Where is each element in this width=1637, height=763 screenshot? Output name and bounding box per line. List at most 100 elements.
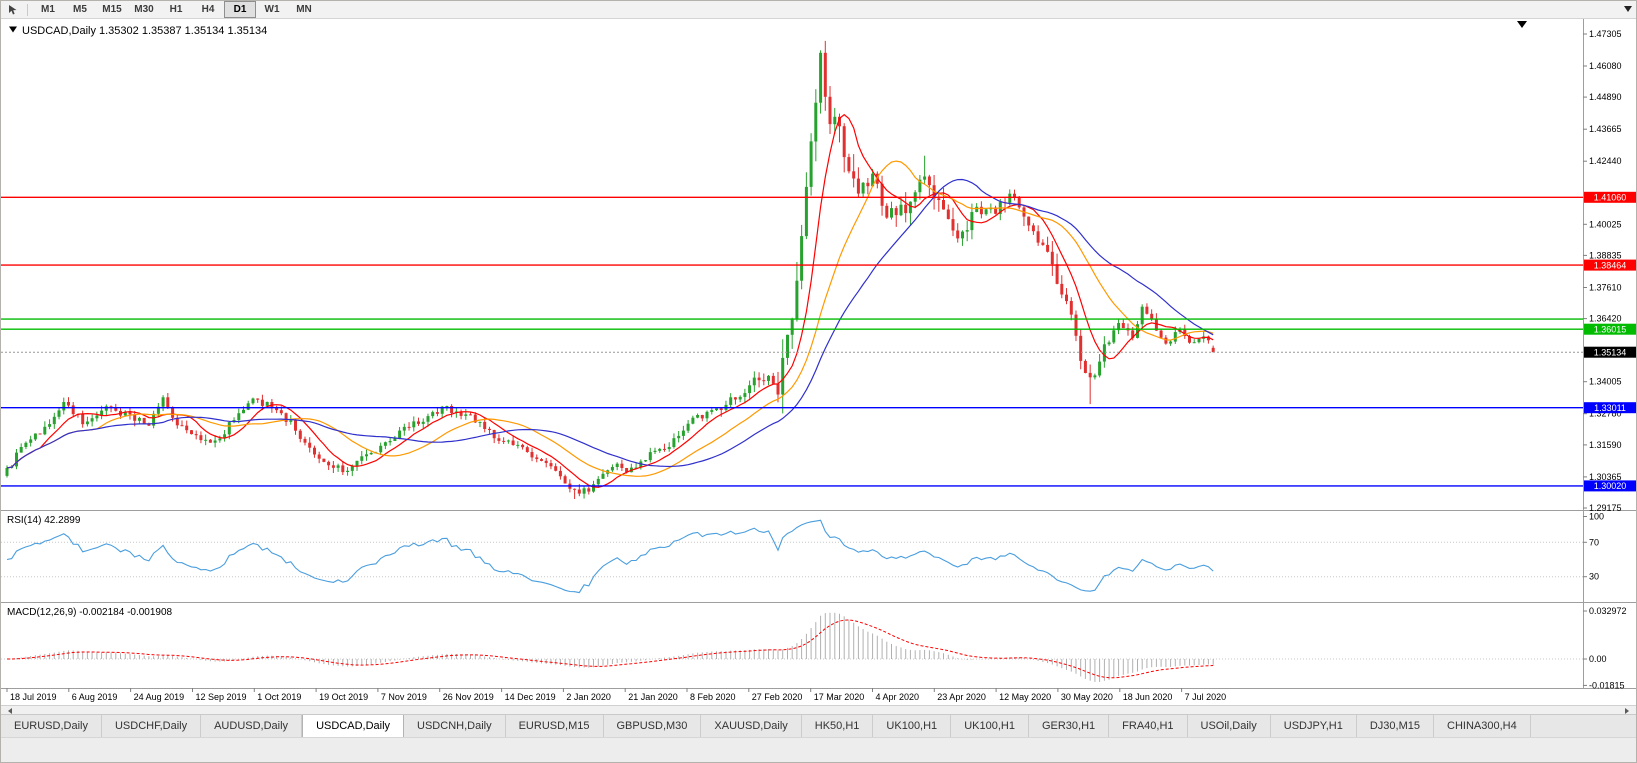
line-price-badge: 1.36015: [1584, 323, 1636, 335]
svg-text:1.35134: 1.35134: [1594, 347, 1627, 357]
price-tick-label: 1.36420: [1589, 314, 1622, 324]
price-tick-label: 1.31590: [1589, 440, 1622, 450]
line-price-badge: 1.38464: [1584, 259, 1636, 271]
date-label: 8 Feb 2020: [690, 692, 736, 702]
date-label: 19 Oct 2019: [319, 692, 368, 702]
macd-axis-label: 0.032972: [1589, 606, 1627, 616]
chart-shift-marker-icon[interactable]: [1517, 21, 1527, 28]
date-label: 12 Sep 2019: [196, 692, 247, 702]
tab-eurusd-m15[interactable]: EURUSD,M15: [505, 715, 604, 737]
price-tick-label: 1.43665: [1589, 124, 1622, 134]
rsi-line: [6, 519, 1214, 594]
toolbar-overflow-icon[interactable]: [1624, 6, 1632, 12]
macd-label: MACD(12,26,9) -0.002184 -0.001908: [7, 607, 173, 618]
timeframe-button-h1[interactable]: H1: [169, 4, 183, 15]
tab-hk50-h1[interactable]: HK50,H1: [801, 715, 874, 737]
timeframe-buttons: M1 M5 M15 M30 H1 H4 D1 W1 MN: [32, 1, 320, 18]
svg-text:1.30020: 1.30020: [1594, 481, 1627, 491]
cursor-icon-glyph: [9, 4, 17, 14]
price-tick-label: 1.44890: [1589, 92, 1622, 102]
candlesticks: [5, 40, 1215, 499]
line-price-badge: 1.30020: [1584, 480, 1636, 492]
chart-canvas[interactable]: USDCAD,Daily 1.35302 1.35387 1.35134 1.3…: [1, 19, 1637, 705]
date-label: 4 Apr 2020: [876, 692, 920, 702]
date-label: 1 Oct 2019: [257, 692, 301, 702]
ma-slow: [6, 178, 1214, 469]
scroll-right-icon[interactable]: [1625, 708, 1629, 714]
tab-usdchf-daily[interactable]: USDCHF,Daily: [101, 715, 202, 737]
tab-usdcad-daily[interactable]: USDCAD,Daily: [302, 715, 405, 737]
tab-usdjpy-h1[interactable]: USDJPY,H1: [1270, 715, 1357, 737]
tab-eurusd-daily[interactable]: EURUSD,Daily: [1, 715, 102, 737]
tab-gbpusd-m30[interactable]: GBPUSD,M30: [603, 715, 702, 737]
date-label: 18 Jul 2019: [10, 692, 57, 702]
date-label: 7 Nov 2019: [381, 692, 427, 702]
tab-fra40-h1[interactable]: FRA40,H1: [1109, 715, 1188, 737]
timeframe-button-m5[interactable]: M5: [73, 4, 87, 15]
tab-china300-h4[interactable]: CHINA300,H4: [1434, 715, 1531, 737]
cursor-icon[interactable]: [5, 3, 23, 17]
price-tick-label: 1.37610: [1589, 283, 1622, 293]
date-label: 27 Feb 2020: [752, 692, 803, 702]
svg-text:1.38464: 1.38464: [1594, 260, 1627, 270]
date-label: 17 Mar 2020: [814, 692, 865, 702]
date-label: 14 Dec 2019: [505, 692, 556, 702]
timeframe-button-m30[interactable]: M30: [134, 4, 154, 15]
timeframe-button-m1[interactable]: M1: [41, 4, 55, 15]
chart-menu-icon[interactable]: [9, 26, 17, 33]
tab-uk100-h1[interactable]: UK100,H1: [951, 715, 1029, 737]
price-tick-label: 1.40025: [1589, 219, 1622, 229]
price-tick-label: 1.32780: [1589, 409, 1622, 419]
macd-signal-line: [7, 619, 1214, 679]
price-tick-label: 1.46080: [1589, 61, 1622, 71]
price-tick-label: 1.42440: [1589, 156, 1622, 166]
price-tick-label: 1.34005: [1589, 377, 1622, 387]
tab-dj30-m15[interactable]: DJ30,M15: [1356, 715, 1434, 737]
timeframe-button-d1[interactable]: D1: [224, 1, 256, 18]
rsi-label: RSI(14) 42.2899: [7, 515, 81, 526]
tab-audusd-daily[interactable]: AUDUSD,Daily: [201, 715, 303, 737]
svg-text:1.33011: 1.33011: [1594, 403, 1626, 413]
tab-usoil-daily[interactable]: USOil,Daily: [1187, 715, 1271, 737]
tab-uk100-h1[interactable]: UK100,H1: [873, 715, 952, 737]
macd-axis-label: 0.00: [1589, 654, 1607, 664]
ma-mid: [6, 160, 1214, 477]
rsi-axis-label: 70: [1589, 537, 1599, 547]
tab-scrollbar[interactable]: [1, 705, 1636, 714]
price-tick-label: 1.30365: [1589, 472, 1622, 482]
line-price-badge: 1.33011: [1584, 402, 1636, 414]
svg-text:1.41060: 1.41060: [1594, 193, 1627, 203]
date-label: 21 Jan 2020: [628, 692, 678, 702]
date-label: 12 May 2020: [999, 692, 1051, 702]
timeframe-button-h4[interactable]: H4: [201, 4, 215, 15]
price-tick-label: 1.47305: [1589, 29, 1622, 39]
scroll-left-icon[interactable]: [8, 708, 12, 714]
current-price-badge: 1.35134: [1584, 346, 1636, 358]
tab-ger30-h1[interactable]: GER30,H1: [1028, 715, 1110, 737]
status-bar: [1, 737, 1636, 762]
tab-usdcnh-daily[interactable]: USDCNH,Daily: [404, 715, 506, 737]
rsi-axis-label: 30: [1589, 572, 1599, 582]
date-label: 24 Aug 2019: [134, 692, 185, 702]
macd-histogram: [11, 612, 1214, 682]
date-label: 2 Jan 2020: [566, 692, 611, 702]
price-tick-label: 1.29175: [1589, 503, 1622, 513]
tab-xauusd-daily[interactable]: XAUUSD,Daily: [701, 715, 802, 737]
date-label: 23 Apr 2020: [937, 692, 986, 702]
chart-tabs: EURUSD,Daily USDCHF,Daily AUDUSD,Daily USDC…: [1, 714, 1636, 737]
line-price-badge: 1.41060: [1584, 191, 1636, 203]
svg-text:1.36015: 1.36015: [1594, 324, 1627, 334]
macd-axis-label: -0.01815: [1589, 680, 1625, 690]
chart-title: USDCAD,Daily 1.35302 1.35387 1.35134 1.3…: [22, 25, 267, 37]
price-axis: 1.47305 1.46080 1.44890 1.43665 1.42440 1.400…: [1583, 29, 1627, 690]
timeframe-button-m15[interactable]: M15: [102, 4, 122, 15]
date-label: 6 Aug 2019: [72, 692, 118, 702]
ma-fast: [6, 113, 1214, 488]
timeframe-button-w1[interactable]: W1: [264, 4, 280, 15]
date-label: 26 Nov 2019: [443, 692, 494, 702]
date-label: 18 Jun 2020: [1123, 692, 1173, 702]
timeframe-button-mn[interactable]: MN: [296, 4, 312, 15]
toolbar-separator: [27, 3, 28, 16]
date-label: 7 Jul 2020: [1185, 692, 1227, 702]
